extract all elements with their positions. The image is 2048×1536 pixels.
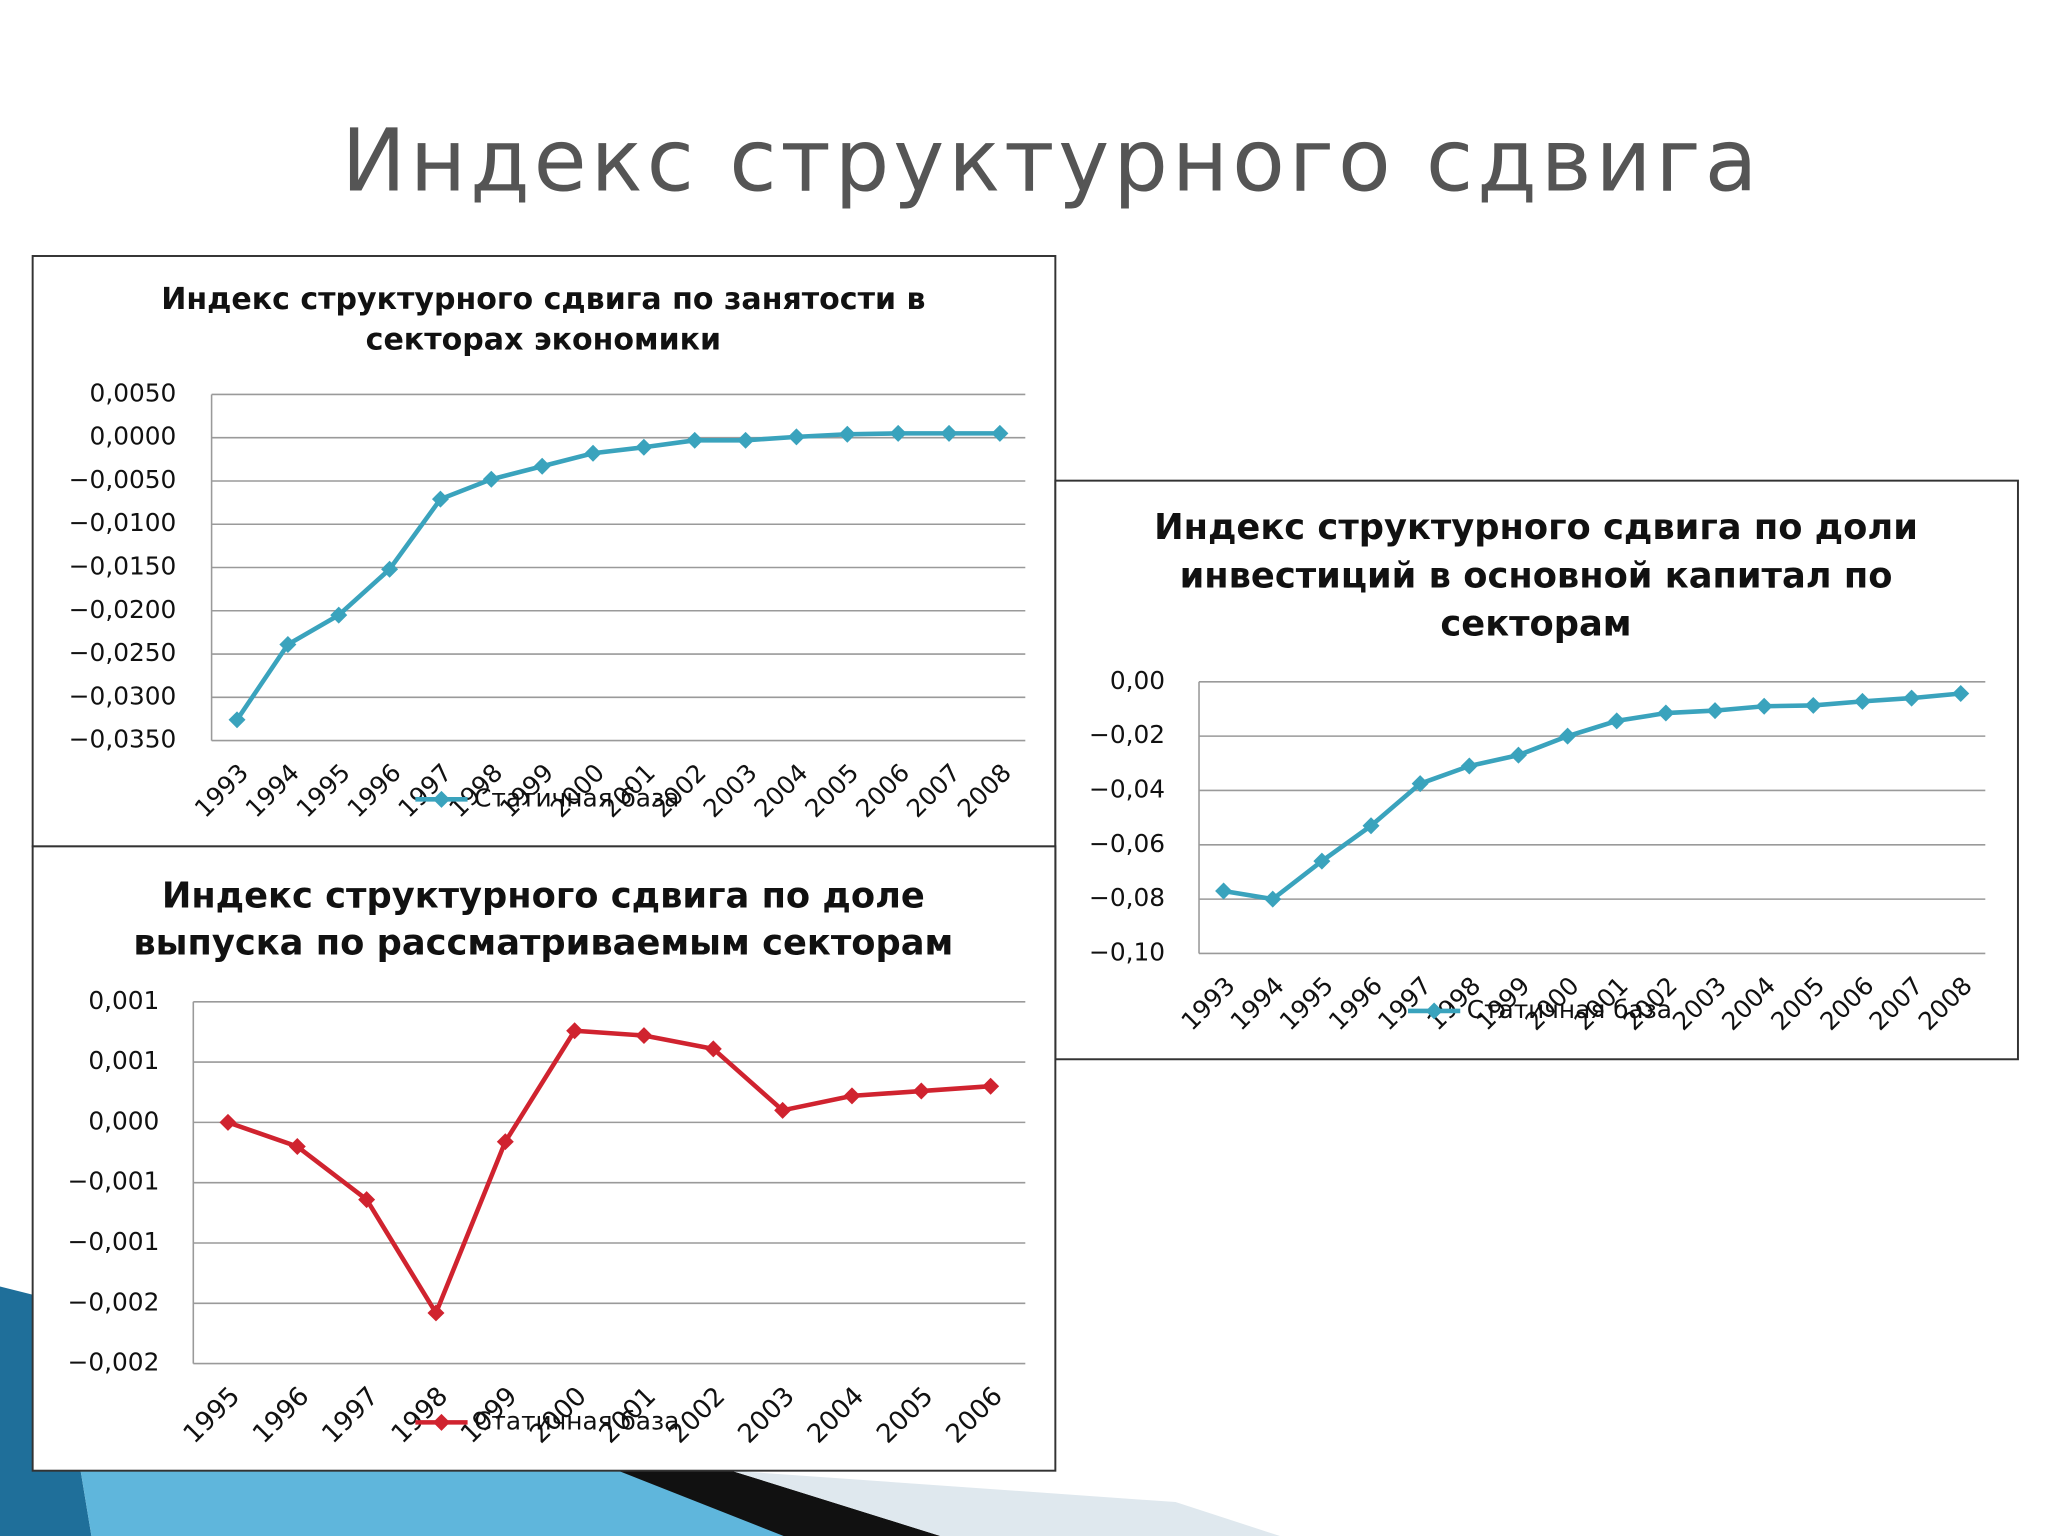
chart-title: Индекс структурного сдвига по доле bbox=[162, 875, 925, 916]
data-point bbox=[431, 490, 449, 508]
data-point bbox=[1903, 689, 1921, 707]
y-tick-label: −0,0350 bbox=[69, 725, 177, 754]
chart-frame bbox=[31, 845, 1057, 1472]
y-tick-label: −0,02 bbox=[1089, 720, 1165, 749]
data-line bbox=[235, 431, 1000, 722]
data-point bbox=[1411, 775, 1429, 793]
y-tick-label: 0,00 bbox=[1110, 666, 1165, 695]
data-point bbox=[228, 711, 246, 729]
data-point bbox=[279, 636, 297, 654]
y-tick-label: 0,001 bbox=[88, 986, 159, 1015]
y-tick-label: −0,002 bbox=[68, 1287, 160, 1316]
data-point bbox=[635, 1027, 653, 1045]
data-point bbox=[288, 1138, 306, 1156]
data-point bbox=[635, 438, 653, 456]
y-tick-label: −0,002 bbox=[68, 1348, 160, 1377]
slide-title: Индекс структурного сдвига bbox=[342, 112, 1762, 212]
chart-frame bbox=[31, 255, 1057, 848]
y-tick-label: −0,08 bbox=[1089, 883, 1165, 912]
data-point bbox=[219, 1113, 237, 1131]
data-point bbox=[1460, 757, 1478, 775]
data-point bbox=[787, 428, 805, 446]
data-point bbox=[1313, 852, 1331, 870]
y-tick-label: −0,0250 bbox=[69, 638, 177, 667]
y-tick-label: −0,0200 bbox=[69, 595, 177, 624]
y-tick-label: −0,0300 bbox=[69, 681, 177, 710]
y-tick-label: −0,0100 bbox=[69, 508, 177, 537]
legend-label: Статичная база bbox=[474, 1406, 679, 1435]
data-point bbox=[1804, 696, 1822, 714]
chart-frame bbox=[1054, 479, 2019, 1061]
data-point bbox=[1509, 746, 1527, 764]
y-tick-label: −0,06 bbox=[1089, 829, 1165, 858]
data-point bbox=[381, 560, 399, 578]
chart-title: Индекс структурного сдвига по занятости … bbox=[161, 282, 925, 317]
data-point bbox=[1362, 817, 1380, 835]
data-point bbox=[1608, 712, 1626, 730]
y-tick-label: −0,10 bbox=[1089, 937, 1165, 966]
y-tick-label: −0,001 bbox=[68, 1167, 160, 1196]
y-tick-label: 0,001 bbox=[88, 1046, 159, 1075]
data-point bbox=[427, 1304, 445, 1322]
data-point bbox=[940, 424, 958, 442]
chart-title: секторах экономики bbox=[366, 322, 721, 357]
data-point bbox=[330, 606, 348, 624]
chart-title: инвестиций в основной капитал по bbox=[1180, 555, 1893, 596]
data-line bbox=[1223, 691, 1961, 902]
legend-label: Статичная база bbox=[1467, 995, 1672, 1024]
legend-marker bbox=[432, 1413, 450, 1431]
y-tick-label: 0,0050 bbox=[90, 378, 177, 407]
data-point bbox=[1559, 727, 1577, 745]
legend-marker bbox=[432, 790, 450, 808]
y-tick-label: 0,000 bbox=[88, 1106, 159, 1135]
decor-swoosh bbox=[731, 1470, 1280, 1536]
data-point bbox=[991, 424, 1009, 442]
data-point bbox=[584, 444, 602, 462]
data-point bbox=[1706, 702, 1724, 720]
y-tick-label: −0,001 bbox=[68, 1227, 160, 1256]
y-tick-label: −0,0050 bbox=[69, 465, 177, 494]
y-tick-label: −0,0150 bbox=[69, 552, 177, 581]
chart-title: выпуска по рассматриваемым секторам bbox=[133, 922, 953, 963]
data-point bbox=[496, 1133, 514, 1151]
data-point bbox=[838, 425, 856, 443]
y-tick-label: −0,04 bbox=[1089, 774, 1165, 803]
data-point bbox=[482, 470, 500, 488]
chart-title: секторам bbox=[1440, 604, 1631, 645]
y-tick-label: 0,0000 bbox=[90, 422, 177, 451]
chart-title: Индекс структурного сдвига по доли bbox=[1154, 507, 1918, 548]
data-line bbox=[227, 1028, 991, 1319]
data-point bbox=[1755, 697, 1773, 715]
data-point bbox=[1853, 692, 1871, 710]
legend-label: Статичная база bbox=[474, 783, 679, 812]
data-point bbox=[737, 431, 755, 449]
